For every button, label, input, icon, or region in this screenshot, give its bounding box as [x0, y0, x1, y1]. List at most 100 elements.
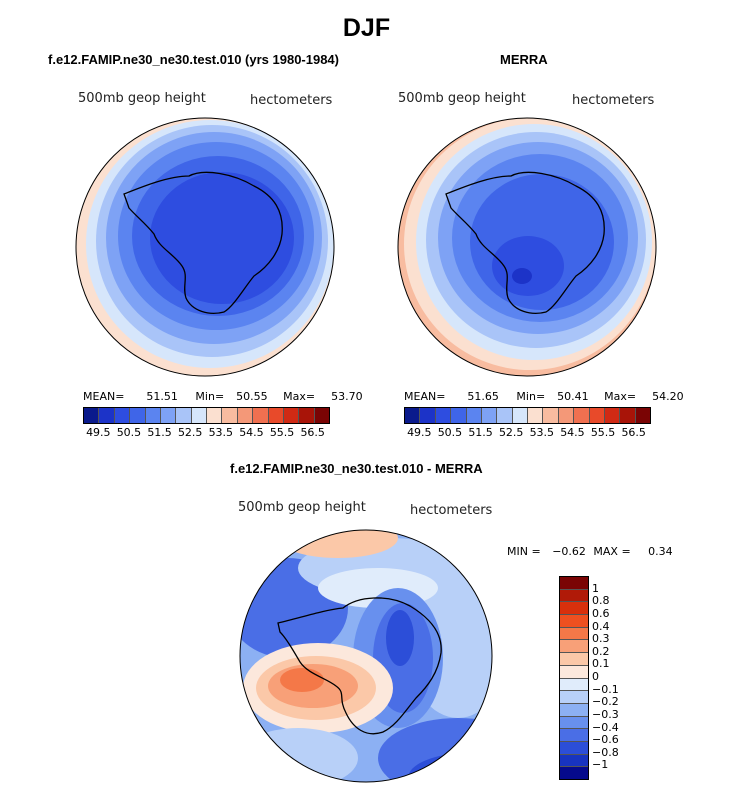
colorbar-swatch [451, 408, 467, 423]
colorbar-swatch [466, 408, 482, 423]
panel-3-min-label: MIN = [507, 545, 541, 558]
panel-3-colorbar [559, 576, 589, 780]
panel-3-coastline [277, 597, 442, 735]
colorbar-swatch [283, 408, 300, 423]
panel-2-min-label: Min= [516, 390, 546, 403]
colorbar-swatch [560, 767, 588, 779]
panel-2-mean-label: MEAN= [404, 390, 446, 403]
colorbar-swatch [560, 691, 588, 704]
colorbar-swatch [560, 665, 588, 679]
colorbar-swatch [560, 653, 588, 666]
panel-1-colorbar [83, 407, 330, 424]
panel-1-min-value: 50.55 [236, 390, 268, 403]
colorbar-tick-label: 56.5 [300, 426, 325, 439]
panel-1-coastline [123, 171, 283, 314]
panel-2-variable-label: 500mb geop height [398, 91, 526, 106]
colorbar-swatch [560, 627, 588, 641]
panel-2-map [397, 117, 657, 377]
colorbar-tick-label: −0.6 [592, 733, 619, 747]
colorbar-swatch [130, 408, 146, 423]
colorbar-swatch [560, 640, 588, 654]
colorbar-tick-label: 50.5 [437, 426, 463, 439]
colorbar-tick-label: 52.5 [498, 426, 524, 439]
colorbar-tick-label: 0.4 [592, 619, 610, 633]
colorbar-swatch [253, 408, 269, 423]
colorbar-tick-label: −0.8 [592, 745, 619, 759]
panel-1-mean-value: 51.51 [146, 390, 178, 403]
colorbar-swatch [160, 408, 177, 423]
colorbar-swatch [560, 716, 588, 730]
colorbar-swatch [560, 678, 588, 692]
colorbar-swatch [405, 408, 421, 423]
panel-1-stats: MEAN= 51.51 Min= 50.55 Max= 53.70 [83, 390, 363, 403]
colorbar-tick-label: 55.5 [269, 426, 295, 439]
colorbar-swatch [145, 408, 161, 423]
panel-3-colorbar-ticks: 1 0.8 0.6 0.4 0.3 0.2 0.1 0 −0.1 −0.2 −0.3 −0.4 −0.6… [592, 576, 632, 778]
colorbar-swatch [604, 408, 621, 423]
colorbar-tick-label: 53.5 [208, 426, 234, 439]
colorbar-swatch [314, 408, 329, 423]
panel-2-title: MERRA [500, 52, 548, 67]
colorbar-swatch [560, 703, 588, 717]
colorbar-tick-label: −0.3 [592, 707, 619, 721]
colorbar-tick-label: 55.5 [590, 426, 616, 439]
colorbar-swatch [528, 408, 544, 423]
colorbar-tick-label: 51.5 [147, 426, 172, 439]
figure-title: DJF [342, 14, 391, 42]
colorbar-swatch [560, 741, 588, 755]
colorbar-swatch [191, 408, 207, 423]
colorbar-swatch [268, 408, 284, 423]
colorbar-tick-label: 0 [592, 670, 599, 683]
panel-3-units-label: hectometers [410, 503, 493, 518]
panel-1-max-value: 53.70 [331, 390, 363, 403]
colorbar-swatch [620, 408, 636, 423]
panel-2-max-value: 54.20 [652, 390, 684, 403]
panel-1-colorbar-ticks: 49.5 50.5 51.5 52.5 53.5 54.5 55.5 56.5 [83, 426, 328, 439]
colorbar-tick-label: 53.5 [529, 426, 555, 439]
colorbar-swatch [481, 408, 498, 423]
panel-1-variable-label: 500mb geop height [78, 91, 206, 106]
panel-2-coastline [445, 171, 605, 314]
colorbar-tick-label: 51.5 [468, 426, 493, 439]
colorbar-swatch [560, 589, 588, 603]
colorbar-tick-label: 50.5 [116, 426, 142, 439]
colorbar-swatch [114, 408, 131, 423]
colorbar-tick-label: 0.3 [592, 632, 610, 646]
colorbar-tick-label: 0.6 [592, 606, 610, 620]
colorbar-tick-label: −0.2 [592, 695, 619, 709]
colorbar-swatch [222, 408, 238, 423]
colorbar-swatch [435, 408, 452, 423]
panel-3-title: f.e12.FAMIP.ne30_ne30.test.010 - MERRA [230, 461, 483, 476]
colorbar-swatch [84, 408, 100, 423]
panel-2-units-label: hectometers [572, 93, 655, 108]
colorbar-tick-label: 54.5 [239, 426, 264, 439]
colorbar-tick-label: 52.5 [177, 426, 203, 439]
panel-3-max-label: MAX = [593, 545, 631, 558]
panel-2-max-label: Max= [604, 390, 637, 403]
colorbar-swatch [560, 602, 588, 616]
colorbar-swatch [543, 408, 559, 423]
colorbar-tick-label: 1 [592, 581, 599, 595]
panel-1-min-label: Min= [195, 390, 225, 403]
colorbar-tick-label: −0.1 [592, 682, 619, 696]
colorbar-swatch [497, 408, 513, 423]
colorbar-swatch [207, 408, 223, 423]
panel-3-stats: MIN = −0.62 MAX = 0.34 [507, 545, 673, 558]
colorbar-swatch [558, 408, 575, 423]
panel-1-title: f.e12.FAMIP.ne30_ne30.test.010 (yrs 1980… [48, 52, 339, 67]
colorbar-swatch [635, 408, 650, 423]
colorbar-swatch [99, 408, 115, 423]
colorbar-swatch [560, 577, 588, 590]
panel-3-map [239, 529, 493, 783]
colorbar-tick-label: 49.5 [86, 426, 111, 439]
colorbar-swatch [560, 729, 588, 742]
colorbar-tick-label: 0.2 [592, 644, 610, 658]
colorbar-tick-label: −0.4 [592, 720, 619, 734]
panel-3-max-value: 0.34 [648, 545, 673, 558]
panel-2-colorbar [404, 407, 651, 424]
colorbar-swatch [299, 408, 315, 423]
colorbar-swatch [560, 754, 588, 768]
panel-3-min-value: −0.62 [552, 545, 586, 558]
colorbar-tick-label: 49.5 [407, 426, 432, 439]
panel-2-min-value: 50.41 [557, 390, 589, 403]
